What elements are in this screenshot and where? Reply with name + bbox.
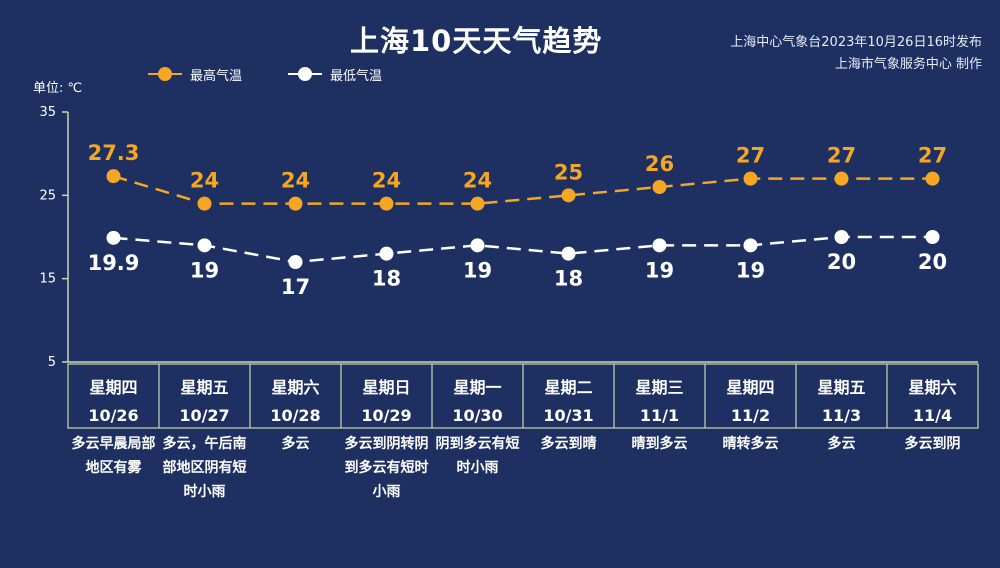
point-low xyxy=(652,238,667,253)
date-cell: 星期一 10/30 xyxy=(432,364,523,428)
weekday-label: 星期五 xyxy=(817,378,866,397)
publisher-line-1: 上海中心气象台2023年10月26日16时发布 xyxy=(730,35,982,50)
weather-description: 阴到多云有短时小雨 xyxy=(435,436,520,476)
point-high xyxy=(925,171,940,186)
series-high-line xyxy=(113,174,933,205)
date-cell: 星期四 11/2 xyxy=(705,364,796,428)
point-high xyxy=(834,171,849,186)
date-cell: 星期四 10/26 xyxy=(68,364,159,428)
point-low xyxy=(379,246,394,261)
date-label: 10/27 xyxy=(179,406,230,425)
weekday-label: 星期六 xyxy=(271,378,320,397)
data-label-low: 20 xyxy=(918,250,947,274)
date-cell: 星期五 10/27 xyxy=(159,364,250,428)
y-tick-label: 15 xyxy=(39,272,56,287)
weekday-label: 星期三 xyxy=(635,378,684,397)
date-cell: 星期二 10/31 xyxy=(523,364,614,428)
legend-high-label: 最高气温 xyxy=(190,68,243,84)
legend-high: 最高气温 xyxy=(148,66,243,84)
point-high xyxy=(743,171,758,186)
data-label-high: 24 xyxy=(190,169,219,193)
date-label: 11/1 xyxy=(639,406,680,425)
point-high xyxy=(652,180,667,194)
data-label-high: 27 xyxy=(827,144,856,168)
y-tick-label: 25 xyxy=(39,188,56,203)
point-high xyxy=(470,196,485,211)
point-high xyxy=(288,196,303,211)
point-low xyxy=(561,246,576,261)
data-label-high: 27 xyxy=(918,144,947,168)
publisher-info: 上海中心气象台2023年10月26日16时发布 上海市气象服务中心 制作 xyxy=(730,32,982,76)
point-low xyxy=(925,230,940,244)
series-low-line xyxy=(113,235,933,264)
unit-label: 单位: ℃ xyxy=(33,81,83,96)
data-label-high: 24 xyxy=(281,169,310,193)
date-cell: 星期三 11/1 xyxy=(614,364,705,428)
weekday-label: 星期日 xyxy=(362,378,411,397)
weather-description: 多云到阴 xyxy=(904,436,961,452)
date-label: 10/29 xyxy=(361,406,412,425)
date-cell: 星期日 10/29 xyxy=(341,364,432,428)
data-label-high: 25 xyxy=(554,160,583,184)
weekday-label: 星期五 xyxy=(180,378,229,397)
weather-description: 多云 xyxy=(281,436,310,452)
date-label: 11/4 xyxy=(912,406,953,425)
date-label: 11/3 xyxy=(821,406,862,425)
date-cell: 星期五 11/3 xyxy=(796,364,887,428)
weather-description: 多云到晴 xyxy=(540,436,597,452)
point-high xyxy=(379,196,394,211)
weekday-label: 星期一 xyxy=(453,378,502,397)
data-label-low: 20 xyxy=(827,250,856,274)
weather-description: 晴转多云 xyxy=(722,436,779,452)
weekday-label: 星期六 xyxy=(908,378,957,397)
legend-high-swatch xyxy=(148,66,182,82)
data-label-low: 17 xyxy=(281,275,310,299)
point-low xyxy=(743,238,758,253)
data-label-high: 24 xyxy=(463,169,492,193)
data-label-low: 18 xyxy=(554,267,583,291)
date-label: 11/2 xyxy=(730,406,771,425)
y-tick-label: 5 xyxy=(48,355,56,370)
weekday-label: 星期四 xyxy=(89,378,138,397)
point-low xyxy=(197,238,212,253)
weather-description: 多云，午后南部地区阴有短时小雨 xyxy=(162,436,247,500)
weather-description: 多云早晨局部地区有雾 xyxy=(71,436,156,476)
weather-description: 多云到阴转阴到多云有短时小雨 xyxy=(344,436,429,500)
weekday-label: 星期二 xyxy=(544,378,593,397)
point-low xyxy=(470,238,485,253)
publisher-line-2: 上海市气象服务中心 制作 xyxy=(834,57,982,72)
date-label: 10/30 xyxy=(452,406,503,425)
weather-description: 多云 xyxy=(827,436,856,452)
data-label-low: 18 xyxy=(372,267,401,291)
data-label-high: 26 xyxy=(645,152,674,176)
point-low xyxy=(106,230,121,245)
legend-low-swatch xyxy=(288,66,322,82)
point-low xyxy=(288,255,303,269)
date-label: 10/31 xyxy=(543,406,594,425)
date-label: 10/28 xyxy=(270,406,321,425)
y-tick-label: 35 xyxy=(39,105,56,120)
weekday-label: 星期四 xyxy=(726,378,775,397)
data-label-low: 19.9 xyxy=(88,251,140,275)
point-high xyxy=(197,196,212,211)
data-label-low: 19 xyxy=(463,258,492,282)
data-label-high: 27.3 xyxy=(88,141,140,165)
date-cell: 星期六 10/28 xyxy=(250,364,341,428)
point-high xyxy=(106,169,121,184)
data-label-low: 19 xyxy=(190,258,219,282)
legend-low-label: 最低气温 xyxy=(330,68,383,84)
legend-low: 最低气温 xyxy=(288,66,383,84)
data-label-low: 19 xyxy=(645,258,674,282)
point-high xyxy=(561,188,576,203)
date-label: 10/26 xyxy=(88,406,139,425)
data-label-low: 19 xyxy=(736,258,765,282)
data-label-high: 24 xyxy=(372,169,401,193)
weather-description: 晴到多云 xyxy=(631,436,688,452)
point-low xyxy=(834,230,849,244)
date-cell: 星期六 11/4 xyxy=(887,364,978,428)
data-label-high: 27 xyxy=(736,144,765,168)
chart-title: 上海10天天气趋势 xyxy=(350,24,603,58)
